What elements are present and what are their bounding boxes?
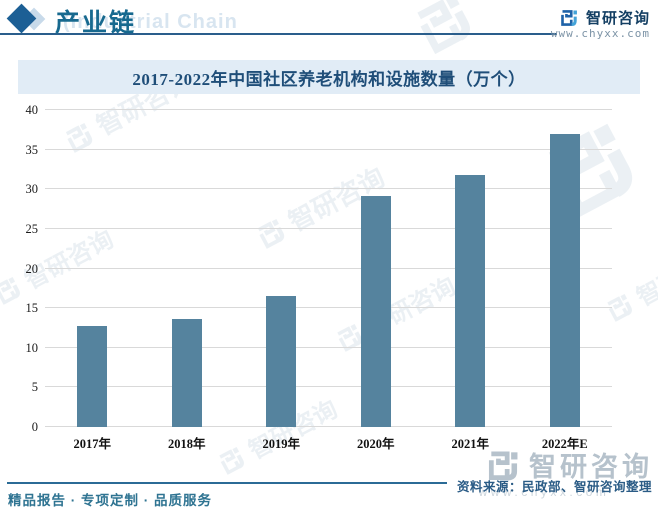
gridline [45,426,612,427]
y-tick-label: 5 [31,380,38,395]
bar-column [140,110,235,427]
bar-2020年 [360,196,391,427]
header-english-watermark: (Industrial Chain [63,11,238,33]
bar-column [234,110,329,427]
bar-column [518,110,613,427]
gridline [45,386,612,388]
bar-2022年E [549,133,580,427]
bar-2018年 [171,319,202,427]
y-tick-label: 20 [25,261,39,276]
bar-2021年 [455,175,486,427]
x-tick-label: 2018年 [167,437,206,451]
bar-2017年 [77,326,108,427]
page-header: (Industrial Chain 产业链 智研咨询 www.chyxx.com [0,0,658,46]
y-tick-label: 25 [25,221,39,236]
gridline [45,188,612,190]
bar-column [423,110,518,427]
data-source-text: 资料来源：民政部、智研咨询整理 [456,480,652,494]
y-tick-label: 40 [25,103,39,117]
page-title: 产业链 [55,9,137,37]
y-tick-label: 10 [25,340,39,355]
gridline [45,267,612,269]
y-tick-label: 30 [25,182,39,197]
footer-divider [7,482,447,484]
x-tick-label: 2017年 [73,437,111,451]
watermark-text: 智研咨询 [632,242,658,312]
header-divider [0,33,557,35]
bar-column [45,110,140,427]
brand-logo-icon [559,7,580,28]
chart-title-band: 2017-2022年中国社区养老机构和设施数量（万个） [18,60,640,94]
gridline [45,148,612,150]
gridline [45,346,612,348]
bar-2019年 [266,296,297,427]
brand-block: 智研咨询 [559,7,650,28]
brand-url: www.chyxx.com [550,27,650,40]
chart-title: 2017-2022年中国社区养老机构和设施数量（万个） [132,69,526,89]
gridline [45,109,612,110]
y-tick-label: 0 [31,420,38,434]
x-tick-label: 2021年 [451,437,489,451]
x-tick-label: 2022年E [541,437,588,451]
bar-column [329,110,424,427]
x-axis: 2017年 2018年 2019年 2020年 2021年 2022年E [45,433,612,452]
footer-tagline: 精品报告 · 专项定制 · 品质服务 [8,493,212,508]
y-tick-label: 35 [25,142,39,157]
x-tick-label: 2020年 [356,437,395,451]
y-axis: 0 5 10 15 20 25 30 35 40 [0,103,40,434]
plot-area [45,109,612,427]
bars-container [45,110,612,427]
gridline [45,227,612,229]
y-tick-label: 15 [25,301,39,316]
brand-name: 智研咨询 [585,10,650,27]
gridline [45,307,612,309]
x-tick-label: 2019年 [262,437,300,451]
